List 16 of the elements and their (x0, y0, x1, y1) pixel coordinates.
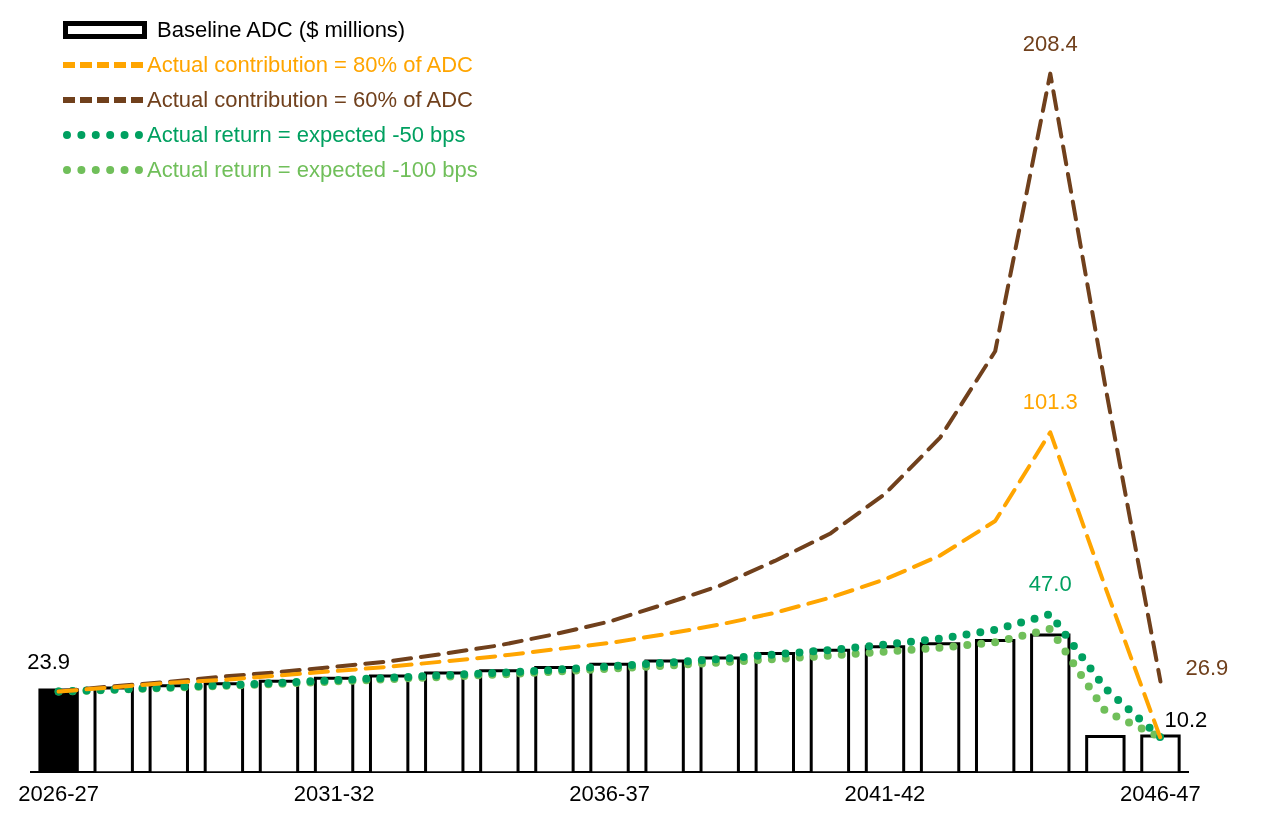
legend-label: Actual return = expected -100 bps (147, 156, 478, 183)
data-label: 23.9 (27, 648, 71, 674)
x-tick-label: 2031-32 (293, 780, 375, 806)
legend-label: Actual contribution = 80% of ADC (147, 51, 473, 78)
legend-label: Actual return = expected -50 bps (147, 121, 466, 148)
x-tick-label: 2041-42 (844, 780, 926, 806)
legend-label: Baseline ADC ($ millions) (157, 16, 406, 43)
x-tick-label: 2036-37 (569, 780, 650, 806)
data-label: 10.2 (1164, 707, 1208, 733)
data-label: 208.4 (1022, 30, 1078, 56)
data-label: 26.9 (1185, 654, 1229, 680)
legend-label: Actual contribution = 60% of ADC (147, 86, 473, 113)
data-label: 47.0 (1028, 571, 1072, 597)
x-tick-label: 2046-47 (1120, 780, 1201, 806)
data-label: 101.3 (1022, 389, 1078, 415)
x-tick-label: 2026-27 (18, 780, 99, 806)
